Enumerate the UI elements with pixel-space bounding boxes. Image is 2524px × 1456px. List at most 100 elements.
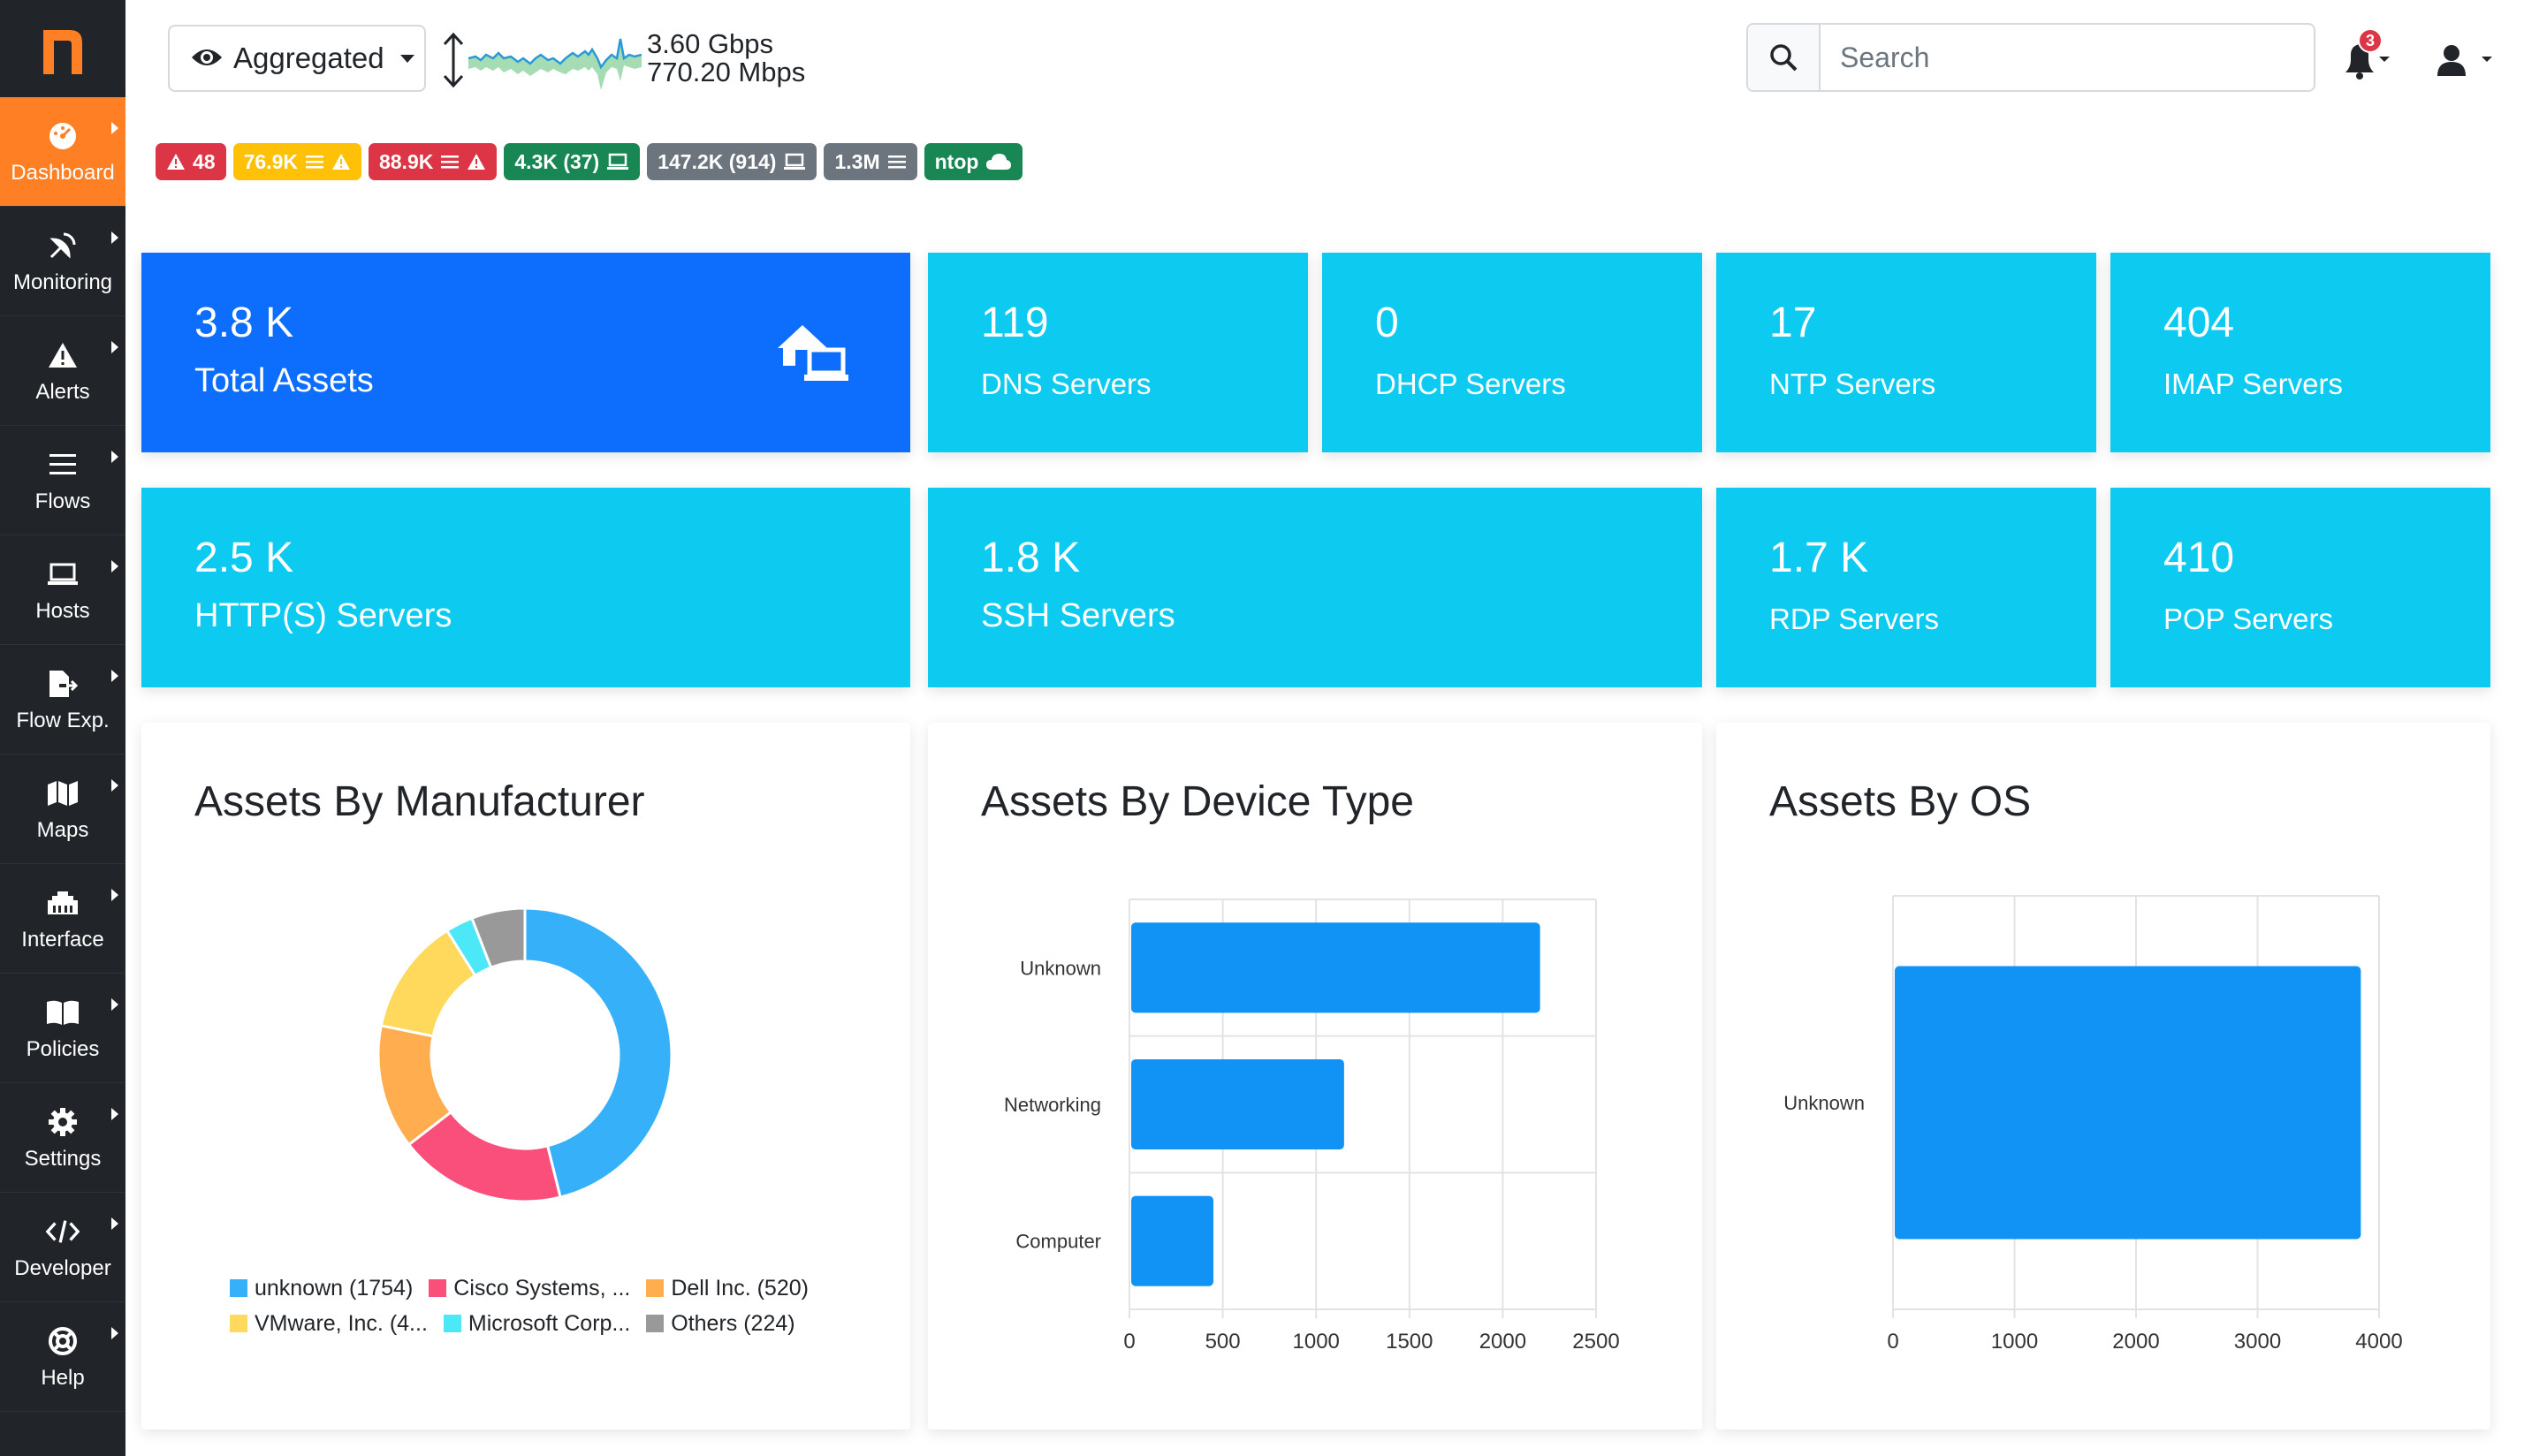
local-hosts-badge[interactable]: 4.3K (37) xyxy=(504,143,641,180)
card-dhcp-servers[interactable]: 0 DHCP Servers xyxy=(1322,253,1702,452)
sidebar-item-label: Alerts xyxy=(35,379,90,404)
x-tick-label: 3000 xyxy=(2234,1330,2281,1354)
sidebar-item-monitoring[interactable]: Monitoring xyxy=(0,207,125,316)
card-dns-servers[interactable]: 119 DNS Servers xyxy=(928,253,1308,452)
search-input[interactable] xyxy=(1821,27,2298,88)
flows-badge[interactable]: 1.3M xyxy=(824,143,917,180)
card-label: NTP Servers xyxy=(1769,368,1936,400)
legend-label: Microsoft Corp... xyxy=(468,1311,631,1336)
throughput-sparkline[interactable] xyxy=(468,32,642,90)
manufacturer-donut-chart[interactable] xyxy=(141,723,910,1429)
panel-title: Assets By Device Type xyxy=(981,778,1414,825)
house-laptop-icon xyxy=(778,325,848,381)
alerts-badge[interactable]: 48 xyxy=(156,143,226,180)
chevron-right-icon xyxy=(111,122,118,134)
sidebar-item-hosts[interactable]: Hosts xyxy=(0,535,125,645)
sidebar-item-developer[interactable]: Developer xyxy=(0,1193,125,1302)
bar[interactable] xyxy=(1131,1058,1344,1150)
sidebar-item-alerts[interactable]: Alerts xyxy=(0,316,125,426)
donut-slice[interactable] xyxy=(523,906,673,1199)
list-icon xyxy=(887,155,906,169)
card-value: 1.8 K xyxy=(981,535,1081,581)
device-type-bar-chart[interactable]: 0 500 1000 1500 2000 2500 Unknown Networking Com… xyxy=(928,723,1702,1429)
sidebar-item-maps[interactable]: Maps xyxy=(0,755,125,864)
badge-text: 4.3K (37) xyxy=(514,149,600,173)
ntop-cloud-badge[interactable]: ntop xyxy=(924,143,1023,180)
bar[interactable] xyxy=(1895,966,2361,1240)
sidebar-item-label: Flows xyxy=(34,489,91,513)
warning-icon xyxy=(331,154,350,170)
sidebar-item-label: Policies xyxy=(26,1036,100,1061)
sidebar-item-settings[interactable]: Settings xyxy=(0,1083,125,1193)
legend-swatch xyxy=(646,1315,665,1332)
sidebar-item-help[interactable]: Help xyxy=(0,1302,125,1412)
gauge-icon xyxy=(45,118,80,154)
search-icon[interactable] xyxy=(1748,25,1821,90)
legend-item[interactable]: Dell Inc. (520) xyxy=(646,1270,809,1306)
card-value: 410 xyxy=(2163,535,2235,581)
os-bar-chart[interactable]: 0 1000 2000 3000 4000 Unknown xyxy=(1716,723,2490,1429)
badge-text: 88.9K xyxy=(378,149,434,173)
y-category-label: Unknown xyxy=(1020,957,1101,979)
sidebar-item-interface[interactable]: Interface xyxy=(0,864,125,974)
card-ssh-servers[interactable]: 1.8 K SSH Servers xyxy=(928,488,1702,687)
logo-icon xyxy=(43,30,82,74)
card-value: 404 xyxy=(2163,300,2235,346)
legend-item[interactable]: VMware, Inc. (4... xyxy=(230,1306,428,1341)
legend-item[interactable]: Others (224) xyxy=(646,1306,795,1341)
bar[interactable] xyxy=(1131,922,1540,1013)
bar[interactable] xyxy=(1131,1195,1214,1286)
legend-row: unknown (1754) Cisco Systems, ... Dell Inc… xyxy=(230,1270,901,1306)
legend-item[interactable]: Cisco Systems, ... xyxy=(429,1270,630,1306)
life-ring-icon xyxy=(45,1323,80,1359)
x-tick-label: 1500 xyxy=(1386,1330,1433,1354)
user-icon[interactable] xyxy=(2432,39,2496,81)
x-tick-label: 4000 xyxy=(2355,1330,2402,1354)
sidebar-item-label: Developer xyxy=(14,1255,111,1280)
ntopng-logo[interactable] xyxy=(0,0,125,97)
x-tick-label: 2000 xyxy=(1479,1330,1526,1354)
sidebar-item-label: Dashboard xyxy=(11,160,115,185)
legend-label: Cisco Systems, ... xyxy=(453,1276,631,1301)
card-label: IMAP Servers xyxy=(2163,368,2343,400)
card-rdp-servers[interactable]: 1.7 K RDP Servers xyxy=(1716,488,2096,687)
legend-label: Dell Inc. (520) xyxy=(671,1276,809,1301)
badge-text: ntop xyxy=(934,149,979,173)
panel-title: Assets By OS xyxy=(1769,778,2032,825)
sidebar-item-label: Interface xyxy=(21,927,104,952)
card-http-servers[interactable]: 2.5 K HTTP(S) Servers xyxy=(141,488,910,687)
interface-selector[interactable]: Aggregated xyxy=(168,25,426,92)
legend-swatch xyxy=(646,1279,665,1297)
notification-count-badge: 3 xyxy=(2358,28,2383,53)
card-total-assets[interactable]: 3.8 K Total Assets xyxy=(141,253,910,452)
book-icon xyxy=(45,995,80,1030)
card-label: POP Servers xyxy=(2163,603,2333,635)
badge-text: 76.9K xyxy=(243,149,298,173)
chevron-right-icon xyxy=(111,231,118,244)
throughput-lower: 770.20 Mbps xyxy=(647,57,806,87)
legend-item[interactable]: unknown (1754) xyxy=(230,1270,413,1306)
sidebar-item-flow-exp[interactable]: Flow Exp. xyxy=(0,645,125,755)
sidebar-item-dashboard[interactable]: Dashboard xyxy=(0,97,125,207)
remote-hosts-badge[interactable]: 147.2K (914) xyxy=(647,143,817,180)
search-box[interactable] xyxy=(1746,23,2315,92)
flow-warnings-badge[interactable]: 76.9K xyxy=(232,143,361,180)
chevron-right-icon xyxy=(111,889,118,901)
card-imap-servers[interactable]: 404 IMAP Servers xyxy=(2110,253,2490,452)
badge-text: 48 xyxy=(193,149,216,173)
legend-item[interactable]: Microsoft Corp... xyxy=(443,1306,631,1341)
card-pop-servers[interactable]: 410 POP Servers xyxy=(2110,488,2490,687)
sidebar: Dashboard Monitoring Alerts Flows Hosts xyxy=(0,0,125,1456)
card-ntp-servers[interactable]: 17 NTP Servers xyxy=(1716,253,2096,452)
card-value: 17 xyxy=(1769,300,1817,346)
laptop-icon xyxy=(45,557,80,592)
flow-errors-badge[interactable]: 88.9K xyxy=(368,143,498,180)
sidebar-item-policies[interactable]: Policies xyxy=(0,974,125,1083)
sidebar-item-label: Hosts xyxy=(35,598,90,623)
legend-swatch xyxy=(230,1315,247,1332)
sidebar-item-flows[interactable]: Flows xyxy=(0,426,125,535)
y-category-label: Unknown xyxy=(1783,1092,1865,1114)
sidebar-item-label: Settings xyxy=(24,1146,102,1171)
donut-slice[interactable] xyxy=(470,906,527,970)
status-badges: 48 76.9K 88.9K 4.3K (37) 147.2K (914) 1.… xyxy=(156,143,1023,180)
